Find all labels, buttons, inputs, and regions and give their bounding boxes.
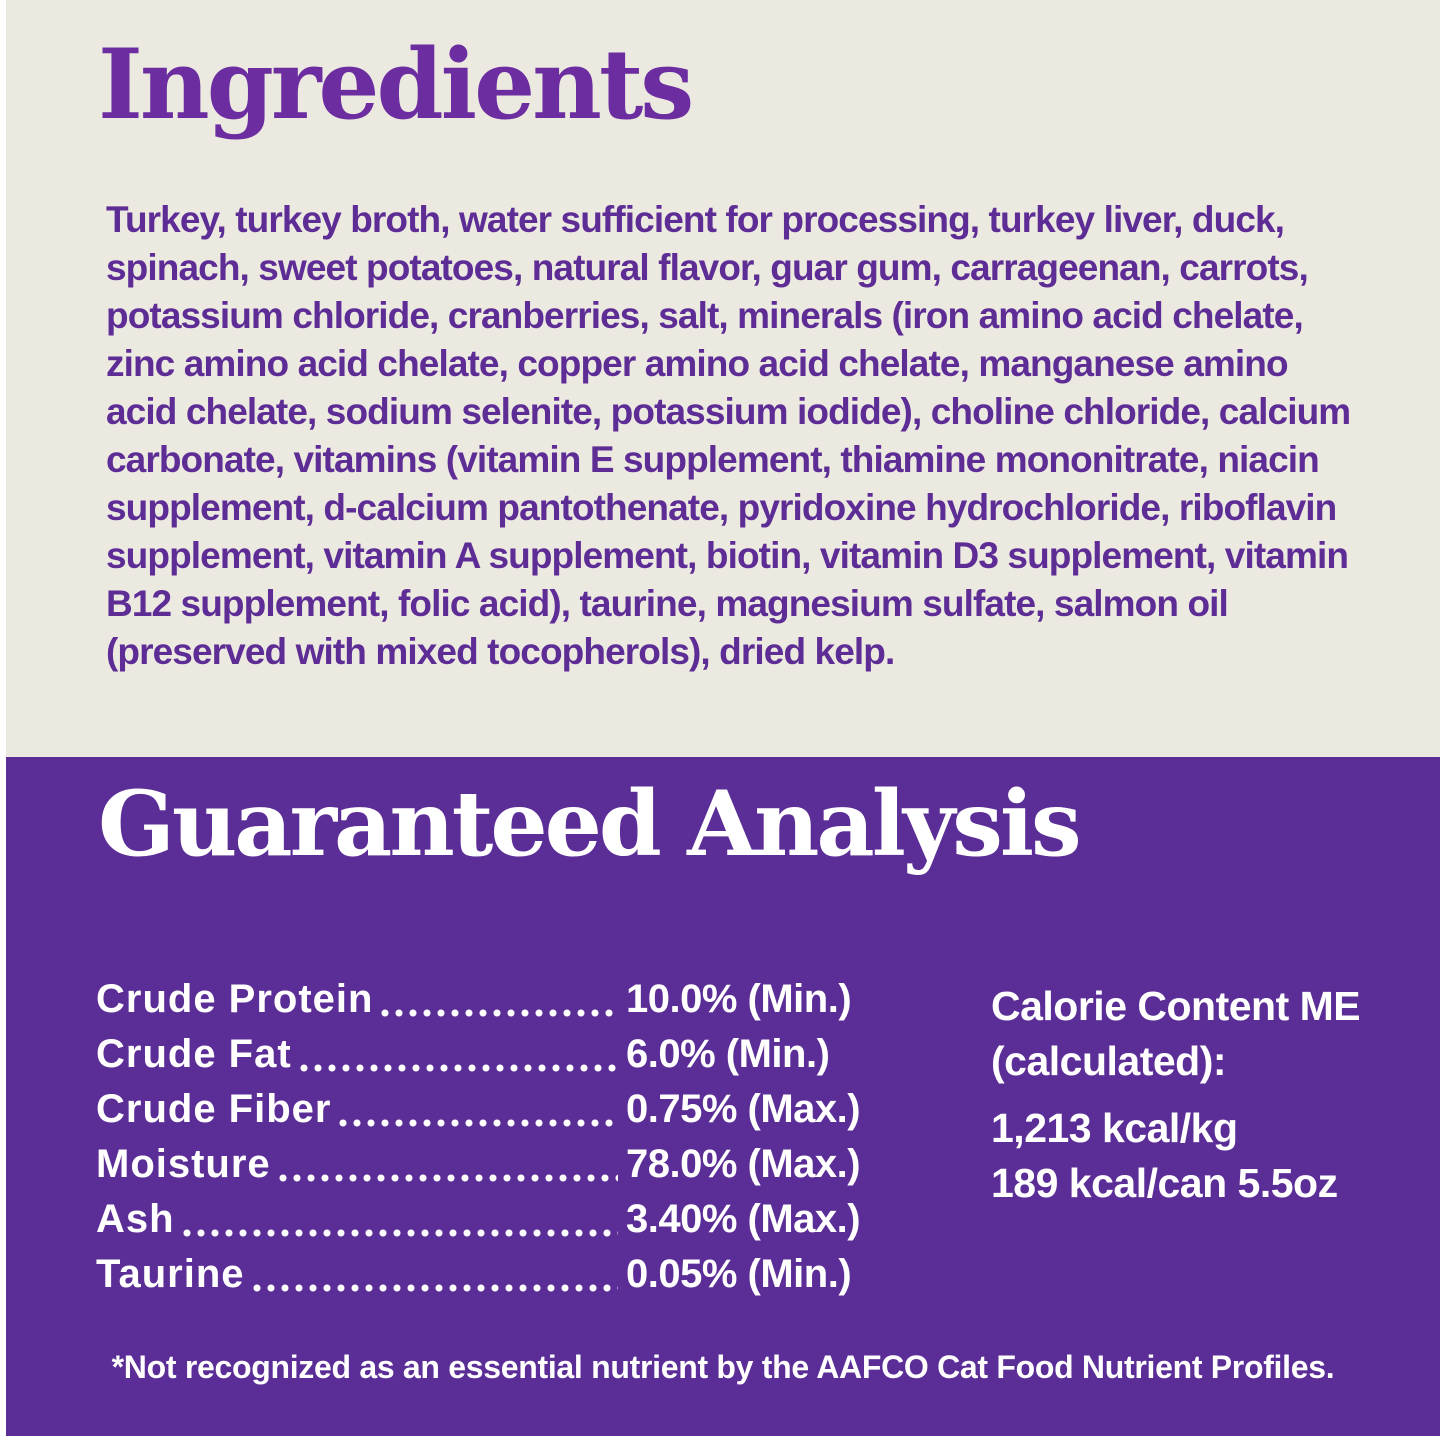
analysis-label: Crude Fiber bbox=[96, 1087, 332, 1131]
calorie-content-heading-line1: Calorie Content ME bbox=[991, 983, 1361, 1029]
analysis-label: Crude Protein bbox=[96, 977, 374, 1021]
analysis-row-moisture: Moisture 78.0% (Max.) bbox=[96, 1142, 901, 1197]
calorie-kcal-per-can: 189 kcal/can 5.5oz bbox=[991, 1160, 1338, 1206]
aafco-footnote: *Not recognized as an essential nutrient… bbox=[111, 1349, 1335, 1385]
analysis-row-crude-fiber: Crude Fiber 0.75% (Max.) bbox=[96, 1087, 901, 1142]
ingredients-section: Ingredients Turkey, turkey broth, water … bbox=[6, 0, 1440, 757]
ingredients-list-text: Turkey, turkey broth, water sufficient f… bbox=[106, 199, 1351, 672]
guaranteed-analysis-section: Guaranteed Analysis Crude Protein 10.0% … bbox=[6, 757, 1440, 1436]
calorie-content-block: Calorie Content ME (calculated): 1,213 k… bbox=[991, 979, 1361, 1211]
analysis-label: Taurine bbox=[96, 1252, 245, 1296]
analysis-value: 0.75% (Max.) bbox=[626, 1087, 861, 1131]
analysis-label: Crude Fat bbox=[96, 1032, 292, 1076]
dot-leader bbox=[296, 1061, 618, 1075]
analysis-value: 3.40% (Max.) bbox=[626, 1197, 861, 1241]
ingredients-title: Ingredients bbox=[98, 28, 694, 141]
dot-leader bbox=[336, 1116, 618, 1130]
dot-leader bbox=[275, 1171, 618, 1185]
analysis-value: 0.05% (Min.) bbox=[626, 1252, 852, 1296]
analysis-row-crude-fat: Crude Fat 6.0% (Min.) bbox=[96, 1032, 901, 1087]
analysis-value: 10.0% (Min.) bbox=[626, 977, 852, 1021]
analysis-value: 6.0% (Min.) bbox=[626, 1032, 830, 1076]
analysis-row-ash: Ash 3.40% (Max.) bbox=[96, 1197, 901, 1252]
guaranteed-analysis-table: Crude Protein 10.0% (Min.) Crude Fat 6.0… bbox=[96, 977, 901, 1307]
guaranteed-analysis-title: Guaranteed Analysis bbox=[98, 771, 1082, 877]
calorie-kcal-per-kg: 1,213 kcal/kg bbox=[991, 1105, 1238, 1151]
dot-leader bbox=[378, 1006, 618, 1020]
analysis-label: Ash bbox=[96, 1197, 175, 1241]
analysis-value: 78.0% (Max.) bbox=[626, 1142, 861, 1186]
analysis-label: Moisture bbox=[96, 1142, 271, 1186]
calorie-content-heading-line2: (calculated): bbox=[991, 1038, 1227, 1084]
dot-leader bbox=[249, 1281, 618, 1295]
analysis-row-crude-protein: Crude Protein 10.0% (Min.) bbox=[96, 977, 901, 1032]
analysis-row-taurine: Taurine 0.05% (Min.) bbox=[96, 1252, 901, 1307]
dot-leader bbox=[179, 1226, 618, 1240]
